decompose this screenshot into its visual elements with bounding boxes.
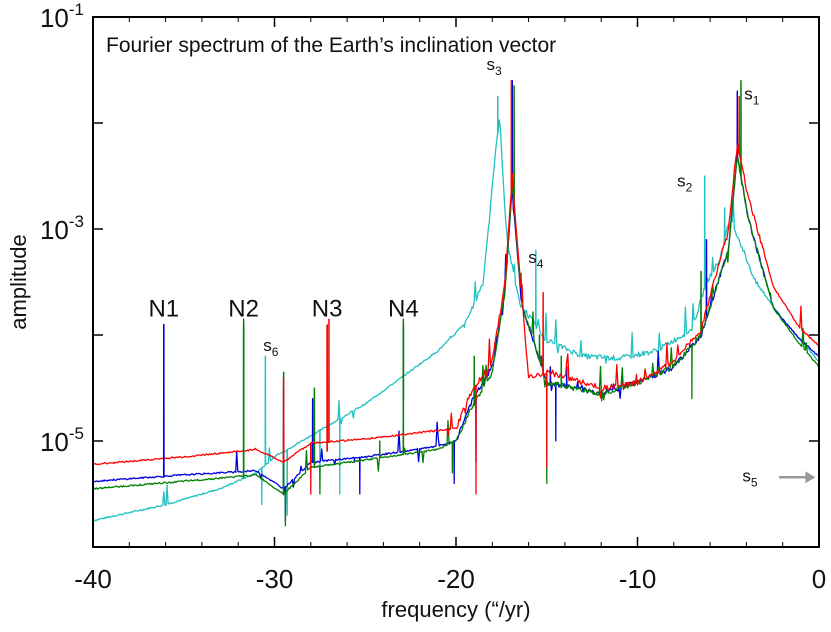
marker-n1: N1: [148, 295, 179, 473]
series-green-line: [93, 79, 819, 527]
annotation-s4: s4: [528, 248, 544, 271]
series-cyan: [93, 95, 819, 522]
x-tick-label: -20: [437, 564, 475, 594]
x-tick-label: -40: [74, 564, 112, 594]
x-axis-label: frequency (“/yr): [381, 597, 530, 622]
marker-n3: N3: [312, 295, 343, 452]
marker-label: N3: [312, 295, 343, 322]
series-red-line: [93, 79, 819, 495]
s5-arrow-head: [805, 471, 816, 484]
chart-title: Fourier spectrum of the Earth’s inclinat…: [106, 34, 556, 57]
series-red: [93, 79, 819, 495]
marker-label: N2: [228, 295, 259, 322]
plot-frame: [92, 16, 820, 548]
annotation-s2: s2: [677, 172, 693, 195]
x-tick-label: -10: [619, 564, 657, 594]
marker-n4: N4: [388, 295, 419, 399]
series-green: [93, 79, 819, 527]
y-tick-label: 10-5: [40, 424, 84, 457]
marker-label: N4: [388, 295, 419, 322]
annotation-s5: s5: [742, 466, 758, 489]
x-tick-label: -30: [256, 564, 294, 594]
y-axis-label: amplitude: [6, 234, 31, 329]
marker-label: N1: [148, 295, 179, 322]
series-cyan-line: [93, 95, 819, 522]
y-tick-label: 10-3: [40, 212, 84, 245]
marker-n2: N2: [228, 295, 259, 479]
y-tick-label: 10-1: [40, 0, 84, 33]
annotation-s6: s6: [263, 336, 279, 359]
x-tick-label: 0: [812, 564, 826, 594]
annotation-s1: s1: [744, 85, 760, 108]
annotation-s3: s3: [487, 55, 503, 78]
